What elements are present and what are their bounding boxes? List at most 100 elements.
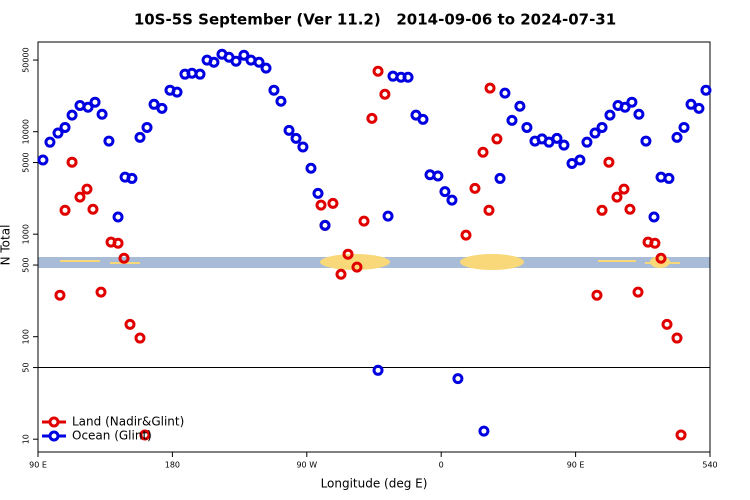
point xyxy=(208,56,220,68)
point xyxy=(632,286,644,298)
point xyxy=(112,211,124,223)
point xyxy=(230,55,242,67)
point xyxy=(671,131,683,143)
point xyxy=(678,121,690,133)
x-tick-label: 0 xyxy=(439,461,444,470)
point xyxy=(297,141,309,153)
y-tick-label: 50 xyxy=(22,362,31,372)
point xyxy=(633,108,645,120)
point xyxy=(372,65,384,77)
point xyxy=(253,56,265,68)
point xyxy=(156,102,168,114)
y-tick-label: 1000 xyxy=(22,224,31,244)
point xyxy=(661,318,673,330)
point xyxy=(589,127,601,139)
point xyxy=(66,156,78,168)
point xyxy=(44,136,56,148)
x-tick-label: 180 xyxy=(165,461,180,470)
point xyxy=(499,87,511,99)
point xyxy=(483,204,495,216)
point xyxy=(663,172,675,184)
point xyxy=(558,139,570,151)
point xyxy=(82,101,94,113)
x-axis-label: Longitude (deg E) xyxy=(321,477,428,491)
point xyxy=(439,186,451,198)
point xyxy=(315,199,327,211)
point xyxy=(581,136,593,148)
point xyxy=(372,364,384,376)
point xyxy=(126,172,138,184)
point xyxy=(685,98,697,110)
point xyxy=(611,191,623,203)
point xyxy=(603,156,615,168)
point xyxy=(655,252,667,264)
legend-entry: Land (Nadir&Glint) xyxy=(42,415,184,429)
point xyxy=(89,96,101,108)
point xyxy=(81,183,93,195)
y-tick-label: 5000 xyxy=(22,152,31,172)
point xyxy=(171,86,183,98)
point xyxy=(494,172,506,184)
point xyxy=(342,248,354,260)
legend-entry: Ocean (Glint) xyxy=(42,429,152,443)
point xyxy=(134,131,146,143)
x-tick-label: 90 E xyxy=(567,461,585,470)
point xyxy=(432,170,444,182)
y-tick-label: 50000 xyxy=(22,47,31,72)
point xyxy=(452,373,464,385)
point xyxy=(54,289,66,301)
plot-frame xyxy=(37,41,711,453)
point xyxy=(95,286,107,298)
point xyxy=(148,98,160,110)
point xyxy=(469,182,481,194)
point xyxy=(59,121,71,133)
point xyxy=(648,211,660,223)
point xyxy=(379,88,391,100)
point xyxy=(283,124,295,136)
point xyxy=(358,215,370,227)
point xyxy=(417,113,429,125)
point xyxy=(238,49,250,61)
point xyxy=(260,62,272,74)
point xyxy=(74,191,86,203)
point xyxy=(327,197,339,209)
point xyxy=(551,132,563,144)
point xyxy=(596,204,608,216)
legend-label: Land (Nadir&Glint) xyxy=(72,415,184,429)
y-axis-label: N Total xyxy=(0,225,13,266)
point xyxy=(194,68,206,80)
point xyxy=(124,318,136,330)
point xyxy=(484,82,496,94)
point xyxy=(446,194,458,206)
x-tick-label: 90 E xyxy=(29,461,47,470)
point xyxy=(141,121,153,133)
point xyxy=(604,109,616,121)
point xyxy=(312,187,324,199)
point xyxy=(37,154,49,166)
point xyxy=(478,425,490,437)
point xyxy=(118,252,130,264)
point xyxy=(112,237,124,249)
point xyxy=(693,102,705,114)
point xyxy=(402,71,414,83)
y-tick-label: 10 xyxy=(22,434,31,444)
point xyxy=(52,127,64,139)
point xyxy=(382,210,394,222)
point xyxy=(275,95,287,107)
point xyxy=(514,100,526,112)
point xyxy=(290,132,302,144)
point xyxy=(591,289,603,301)
x-tick-label: 90 W xyxy=(296,461,317,470)
point xyxy=(351,261,363,273)
legend-label: Ocean (Glint) xyxy=(72,429,152,443)
point xyxy=(268,84,280,96)
legend-marker xyxy=(48,416,60,428)
point xyxy=(96,108,108,120)
point xyxy=(596,121,608,133)
point xyxy=(574,154,586,166)
point xyxy=(649,237,661,249)
point xyxy=(700,84,712,96)
point xyxy=(335,268,347,280)
point xyxy=(491,133,503,145)
